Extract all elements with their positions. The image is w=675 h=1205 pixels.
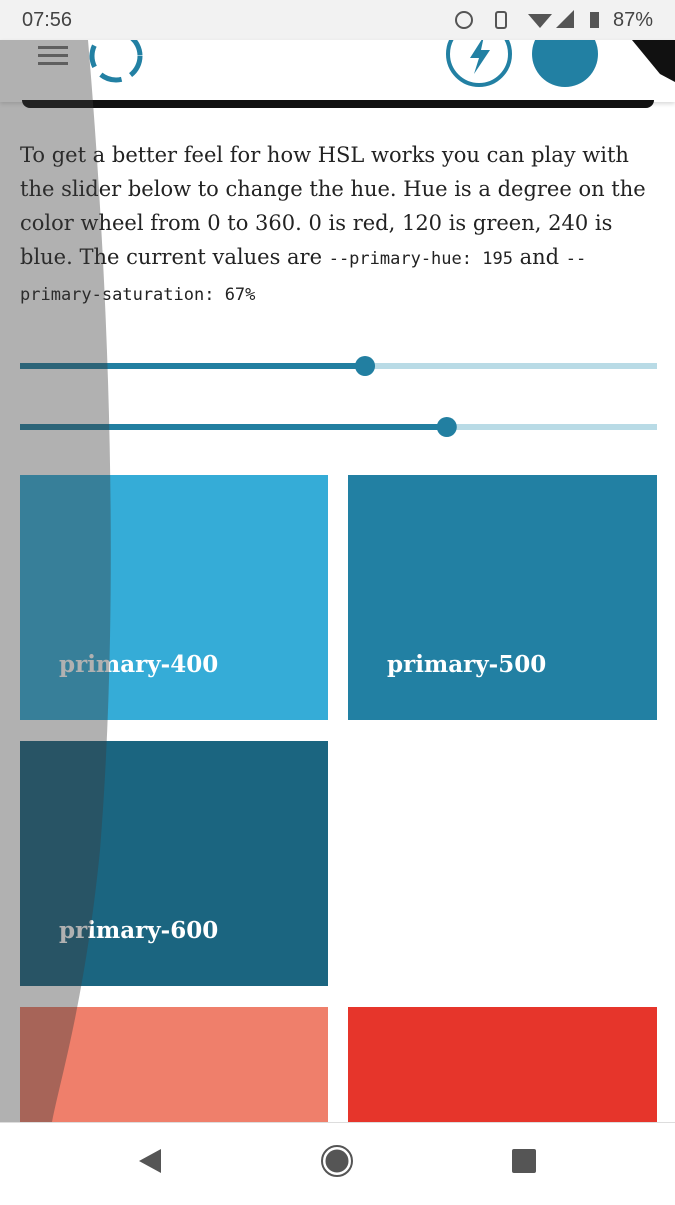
recents-button[interactable] xyxy=(512,1149,536,1173)
clock: 07:56 xyxy=(22,9,73,31)
lightning-button[interactable] xyxy=(446,21,512,87)
slider-thumb[interactable] xyxy=(436,417,457,437)
status-bar: 07:56 87% xyxy=(0,0,675,40)
nav-icons xyxy=(139,1145,536,1177)
battery: 87% xyxy=(612,9,653,31)
app-bar xyxy=(0,21,675,102)
app-bar-icons xyxy=(38,21,675,87)
slider-thumb[interactable] xyxy=(355,356,376,376)
corner-shape xyxy=(632,40,675,82)
intro-text: To get a better feel for how HSL works y… xyxy=(20,138,660,312)
status-icons xyxy=(455,10,599,29)
profile-button[interactable] xyxy=(532,21,598,87)
nav-bar xyxy=(0,1122,675,1201)
swatch: primary-500 xyxy=(348,475,657,720)
swatch: primary-600 xyxy=(20,741,328,986)
swatch-label: primary-500 xyxy=(387,651,547,678)
logo[interactable] xyxy=(89,29,143,83)
swatch xyxy=(20,1007,328,1122)
swatch: primary-400 xyxy=(20,475,328,720)
swatch-label: primary-400 xyxy=(59,651,219,678)
sliders xyxy=(20,356,657,437)
code-hue: --primary-hue: 195 xyxy=(328,249,513,269)
intro-body: To get a better feel for how HSL works y… xyxy=(20,143,646,269)
bar xyxy=(22,100,654,108)
swatch-label: primary-600 xyxy=(59,917,219,944)
intro-joiner: and xyxy=(512,245,566,269)
menu-button[interactable] xyxy=(38,46,68,65)
home-button[interactable] xyxy=(322,1146,352,1176)
swatch xyxy=(348,1007,657,1122)
code-saturation: --primary-saturation: 67% xyxy=(20,249,587,305)
back-button[interactable] xyxy=(139,1149,161,1173)
home-ring xyxy=(321,1145,353,1177)
